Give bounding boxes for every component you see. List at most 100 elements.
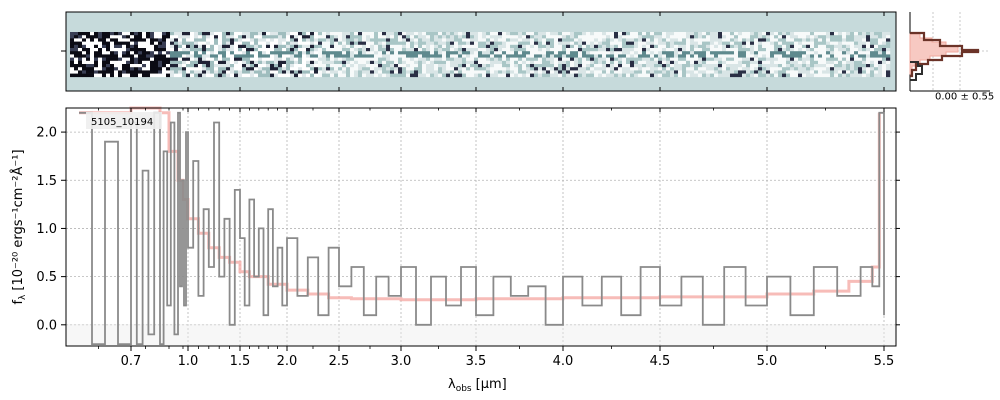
- spectrum-2d-pixel: [822, 73, 827, 78]
- spectrum-2d-pixel: [738, 51, 743, 55]
- spectrum-2d-pixel: [430, 44, 435, 49]
- spectrum-2d-pixel: [870, 64, 875, 68]
- spectrum-2d-pixel: [162, 54, 167, 58]
- spectrum-2d-pixel: [326, 67, 331, 71]
- spectrum-2d-pixel: [178, 44, 183, 49]
- spectrum-2d-pixel: [102, 67, 107, 71]
- spectrum-2d-pixel: [706, 51, 711, 55]
- spectrum-2d-pixel: [342, 73, 347, 78]
- spectrum-2d-pixel: [206, 51, 211, 55]
- spectrum-2d-pixel: [406, 67, 411, 71]
- spectrum-2d-pixel: [690, 73, 695, 78]
- spectrum-2d-pixel: [682, 60, 687, 65]
- spectrum-2d-pixel: [146, 64, 151, 68]
- spectrum-2d-pixel: [162, 44, 167, 49]
- spectrum-2d-pixel: [470, 51, 475, 55]
- spectrum-2d-pixel: [838, 48, 843, 52]
- spectrum-2d-pixel: [566, 60, 571, 65]
- spectrum-2d-pixel: [174, 70, 179, 74]
- spectrum-2d-pixel: [602, 44, 607, 49]
- spectrum-2d-ticks: [61, 12, 885, 91]
- spectrum-2d-pixel: [430, 64, 435, 68]
- spectrum-2d-pixel: [322, 41, 327, 46]
- spectrum-2d-pixel: [838, 64, 843, 68]
- spectrum-2d-pixel: [198, 73, 203, 78]
- spectrum-2d-pixel: [394, 51, 399, 55]
- spectrum-2d-pixel: [602, 64, 607, 68]
- spectrum-2d-pixel: [274, 64, 279, 68]
- spectrum-2d-pixel: [386, 54, 391, 58]
- spectrum-2d-pixel: [802, 70, 807, 74]
- spectrum-2d-pixel: [854, 73, 859, 78]
- spectrum-2d-pixel: [194, 41, 199, 46]
- object-id-box: [86, 112, 162, 129]
- spectrum-2d-pixel: [774, 48, 779, 52]
- spectrum-2d-pixel: [802, 41, 807, 46]
- spectrum-2d-pixel: [538, 44, 543, 49]
- spectrum-2d-pixel: [402, 44, 407, 49]
- spectrum-2d-pixel: [362, 41, 367, 46]
- spectrum-2d-pixel: [522, 35, 527, 39]
- spectrum-2d-pixel: [222, 51, 227, 55]
- spectrum-2d-pixel: [286, 51, 291, 55]
- spectrum-2d-pixel: [74, 64, 79, 68]
- spectrum-2d-pixel: [830, 70, 835, 74]
- spectrum-2d-pixel: [222, 44, 227, 49]
- spectrum-2d-pixel: [706, 38, 711, 42]
- spectrum-2d-pixel: [850, 67, 855, 71]
- spectrum-2d-pixel: [226, 38, 231, 42]
- spectrum-2d-pixel: [722, 60, 727, 65]
- spectrum-2d-pixel: [726, 35, 731, 39]
- spectrum-2d-pixel: [114, 73, 119, 78]
- spectrum-2d-pixel: [754, 57, 759, 62]
- spectrum-2d-pixel: [502, 44, 507, 49]
- spectrum-2d-pixel: [402, 41, 407, 46]
- spectrum-2d-pixel: [390, 70, 395, 74]
- spectrum-2d-pixel: [770, 38, 775, 42]
- spectrum-2d-pixel: [470, 35, 475, 39]
- spectrum-2d-pixel: [590, 35, 595, 39]
- spectrum-2d-pixel: [282, 60, 287, 65]
- spectrum-2d-pixel: [82, 35, 87, 39]
- spectrum-2d-pixel: [866, 41, 871, 46]
- spectrum-2d-pixel: [78, 60, 83, 65]
- x-axis-subscript: obs: [456, 384, 472, 394]
- spectrum-2d-pixel: [390, 48, 395, 52]
- spectrum-2d-pixel: [198, 44, 203, 49]
- spectrum-2d-pixel: [446, 48, 451, 52]
- spectrum-2d-pixel: [674, 38, 679, 42]
- spectrum-2d-pixel: [342, 32, 347, 36]
- spectrum-2d-pixel: [634, 51, 639, 55]
- spectrum-2d-pixel: [518, 41, 523, 46]
- spectrum-2d-pixel: [810, 73, 815, 78]
- spectrum-2d-pixel: [118, 44, 123, 49]
- spectrum-2d-pixel: [610, 51, 615, 55]
- spectrum-2d-pixel: [562, 64, 567, 68]
- spectrum-2d-pixel: [490, 38, 495, 42]
- spectrum-2d-pixel: [826, 54, 831, 58]
- spectrum-2d-pixel: [530, 70, 535, 74]
- spectrum-2d-pixel: [210, 48, 215, 52]
- spectrum-2d-pixel: [758, 51, 763, 55]
- spectrum-2d-pixel: [842, 54, 847, 58]
- spectrum-2d-pixel: [350, 54, 355, 58]
- spectrum-2d-pixel: [314, 70, 319, 74]
- spectrum-2d-pixel: [462, 54, 467, 58]
- spectrum-2d-pixel: [162, 60, 167, 65]
- spectrum-2d-pixel: [310, 60, 315, 65]
- spectrum-2d-pixel: [766, 38, 771, 42]
- spectrum-2d-pixel: [498, 60, 503, 65]
- spectrum-2d-pixel: [594, 44, 599, 49]
- spectrum-2d-pixel: [330, 41, 335, 46]
- spectrum-2d-pixel: [434, 73, 439, 78]
- spectrum-2d-pixel: [74, 41, 79, 46]
- spectrum-2d-pixel: [166, 60, 171, 65]
- spectrum-2d-pixel: [822, 67, 827, 71]
- spectrum-2d-pixel: [858, 54, 863, 58]
- spectrum-2d-pixel: [330, 60, 335, 65]
- spectrum-2d-pixel: [210, 60, 215, 65]
- spectrum-2d-pixel: [458, 60, 463, 65]
- spectrum-2d-pixel: [514, 57, 519, 62]
- spectrum-2d-pixel: [846, 73, 851, 78]
- spectrum-2d-pixel: [202, 38, 207, 42]
